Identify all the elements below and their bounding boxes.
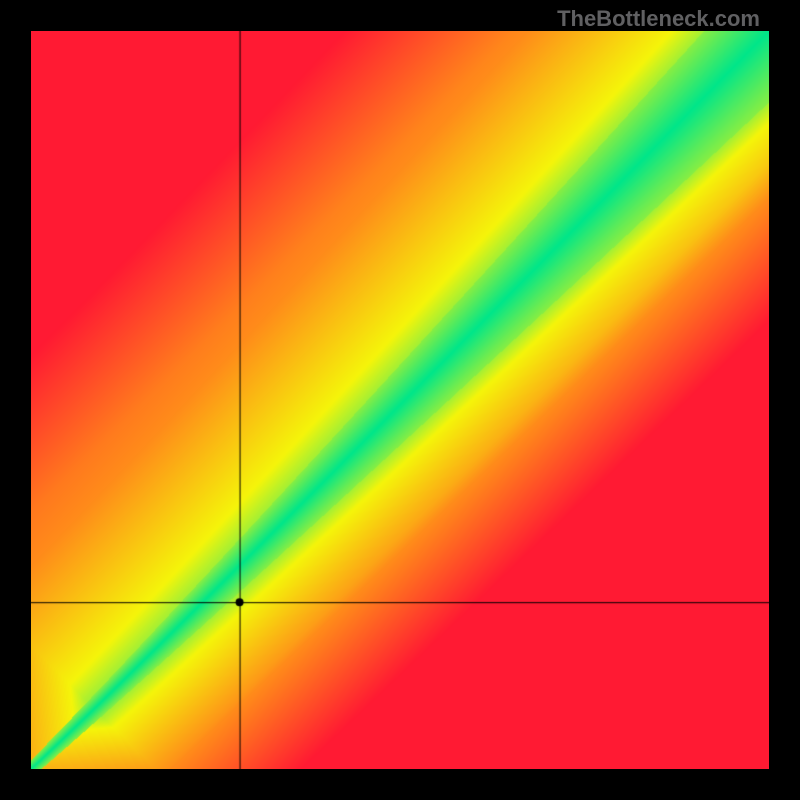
bottleneck-heatmap-canvas [31,31,769,769]
chart-outer-frame: TheBottleneck.com [0,0,800,800]
watermark-text: TheBottleneck.com [557,6,760,32]
